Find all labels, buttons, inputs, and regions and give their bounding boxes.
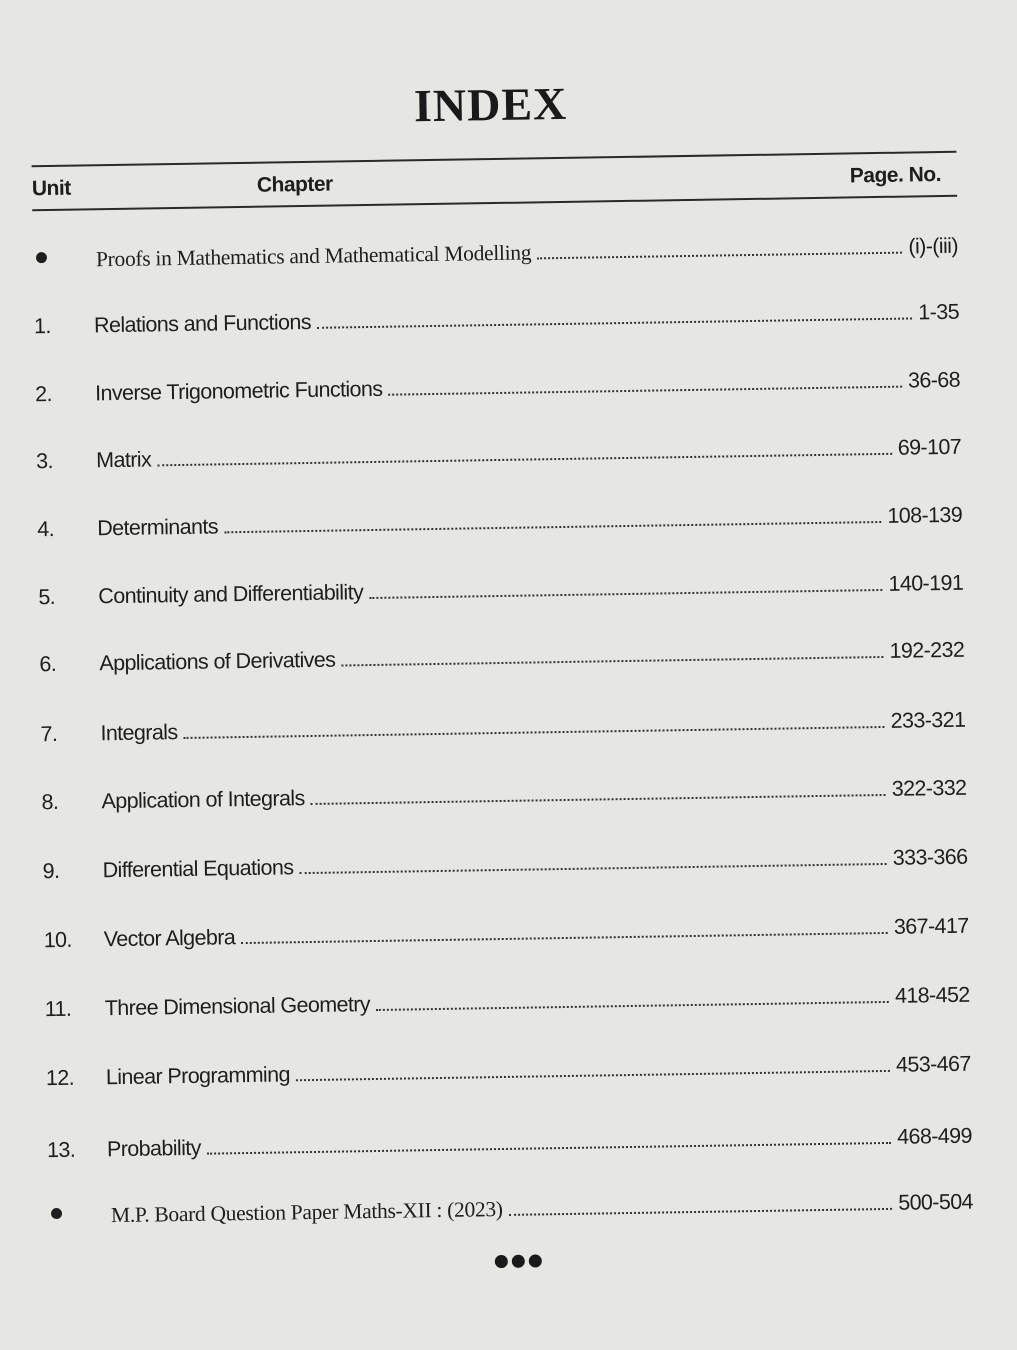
dot-leader (223, 520, 882, 534)
index-entry: 6. Applications of Derivatives 192-232 (39, 633, 964, 678)
chapter-name: Proofs in Mathematics and Mathematical M… (95, 240, 532, 272)
page-range: 322-332 (891, 775, 967, 801)
index-entry: 7. Integrals 233-321 (40, 703, 965, 748)
header-page-no: Page. No. (849, 163, 942, 188)
header-top-rule (31, 150, 957, 168)
page-range: 36-68 (907, 367, 961, 393)
header-chapter: Chapter (256, 172, 333, 197)
index-entry: 8. Application of Integrals 322-332 (41, 771, 966, 816)
page-range: 1-35 (918, 299, 960, 325)
unit-number: 11. (44, 996, 72, 1022)
page-range: 233-321 (890, 707, 966, 733)
dot-leader (388, 385, 903, 396)
index-entry: 11. Three Dimensional Geometry 418-452 (45, 978, 970, 1023)
index-entry: Proofs in Mathematics and Mathematical M… (33, 229, 958, 274)
index-entry: 2. Inverse Trigonometric Functions 36-68 (35, 363, 960, 408)
bullet-icon (48, 1203, 111, 1229)
unit-number: 10. (43, 927, 72, 953)
unit-number: 1. (33, 314, 51, 339)
chapter-name: Continuity and Differentiability (98, 580, 364, 609)
unit-number: 2. (34, 382, 53, 407)
unit-number: 7. (40, 721, 58, 747)
dot-leader (183, 725, 885, 739)
index-entry: 10. Vector Algebra 367-417 (43, 909, 969, 954)
dot-leader (316, 317, 913, 329)
end-ornament (494, 1254, 542, 1269)
page-range: 192-232 (889, 637, 965, 663)
index-entry: 1. Relations and Functions 1-35 (34, 295, 959, 340)
page-range: 453-467 (895, 1051, 971, 1077)
chapter-name: Applications of Derivatives (99, 647, 336, 676)
chapter-name: Linear Programming (105, 1062, 291, 1090)
dot-leader (241, 931, 889, 945)
index-entry: 5. Continuity and Differentiability 140-19… (38, 566, 963, 611)
chapter-name: Relations and Functions (93, 309, 312, 338)
index-entry: 4. Determinants 108-139 (37, 498, 962, 543)
unit-number: 6. (39, 651, 57, 677)
chapter-name: Three Dimensional Geometry (104, 992, 371, 1021)
bullet-icon (33, 247, 96, 273)
dot-leader (537, 251, 903, 260)
chapter-name: Probability (106, 1135, 201, 1162)
chapter-name: Differential Equations (102, 855, 294, 883)
header-unit: Unit (31, 176, 71, 201)
unit-number: 12. (45, 1065, 75, 1091)
page-range: (i)-(iii) (908, 233, 959, 259)
unit-number: 8. (41, 789, 59, 815)
unit-number: 5. (38, 584, 56, 610)
page-range: 468-499 (897, 1123, 973, 1149)
index-entry: 12. Linear Programming 453-467 (46, 1047, 971, 1092)
chapter-name: Determinants (97, 514, 219, 541)
page-range: 69-107 (897, 434, 962, 460)
page-range: 333-366 (892, 844, 968, 870)
page-title: INDEX (413, 77, 568, 132)
dot-leader (157, 452, 892, 467)
chapter-name: Integrals (100, 720, 178, 746)
page-range: 108-139 (887, 502, 963, 528)
index-entry: 13. Probability 468-499 (47, 1119, 972, 1164)
index-entry: 9. Differential Equations 333-366 (42, 840, 967, 885)
unit-number: 13. (46, 1137, 76, 1163)
page-range: 418-452 (894, 982, 970, 1008)
dot-leader (376, 1000, 890, 1011)
chapter-name: Vector Algebra (103, 925, 236, 952)
dot-leader (369, 588, 883, 600)
header-bottom-rule (32, 194, 958, 212)
dot-leader (206, 1141, 892, 1155)
dot-leader (299, 862, 887, 875)
unit-number: 9. (42, 858, 60, 884)
page-range: 367-417 (893, 913, 969, 939)
chapter-name: M.P. Board Question Paper Maths-XII : (2… (110, 1197, 503, 1228)
chapter-name: Inverse Trigonometric Functions (94, 376, 383, 406)
dot-leader (341, 655, 884, 667)
unit-number: 3. (36, 448, 54, 474)
page-range: 140-191 (888, 570, 964, 596)
chapter-name: Matrix (95, 447, 152, 473)
dot-leader (295, 1069, 891, 1082)
page-range: 500-504 (898, 1189, 974, 1215)
index-entry: M.P. Board Question Paper Maths-XII : (2… (48, 1185, 973, 1230)
index-entry: 3. Matrix 69-107 (36, 430, 961, 475)
dot-leader (508, 1207, 893, 1216)
unit-number: 4. (37, 516, 55, 542)
dot-leader (310, 793, 886, 805)
chapter-name: Application of Integrals (101, 786, 305, 814)
